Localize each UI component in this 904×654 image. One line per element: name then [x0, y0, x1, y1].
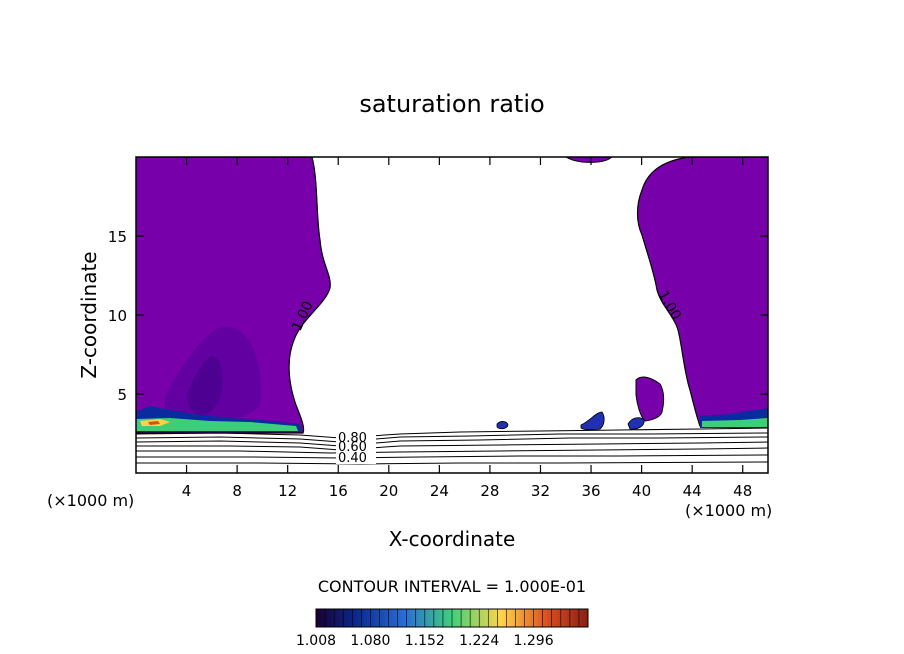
contour-line: [136, 454, 768, 459]
x-tick-label: 8: [232, 482, 242, 500]
contour-line: [136, 461, 768, 465]
small-cloud-40: [635, 376, 665, 422]
y-tick-label: 5: [117, 386, 127, 404]
colorbar-tick-label: 1.152: [405, 633, 445, 649]
x-unit-left: (×1000 m): [47, 491, 134, 510]
right-saturated-region: [636, 157, 768, 427]
colorbar-tick-label: 1.008: [296, 633, 336, 649]
y-tick-label: 15: [108, 228, 127, 246]
contour-line: [136, 436, 768, 447]
contour-line: [136, 432, 768, 443]
x-tick-label: 4: [182, 482, 192, 500]
x-tick-label: 28: [480, 482, 499, 500]
x-tick-label: 48: [733, 482, 752, 500]
contour-label-0-60: 0.60: [338, 440, 367, 455]
x-tick-label: 12: [278, 482, 297, 500]
x-unit-right: (×1000 m): [685, 501, 772, 520]
contour-line: [136, 447, 768, 454]
x-tick-label: 24: [430, 482, 449, 500]
small-blob-36: [580, 411, 605, 431]
contour-label-0-80: 0.80: [338, 431, 367, 446]
contour-line: [136, 427, 768, 439]
colorbar-ticks: 1.008 1.080 1.152 1.224 1.296: [296, 609, 580, 649]
x-tick-label: 32: [531, 482, 550, 500]
chart-title: saturation ratio: [359, 90, 544, 118]
low-level-band-right-green: [702, 418, 768, 427]
y-axis-label: Z-coordinate: [77, 251, 101, 378]
x-tick-label: 16: [329, 482, 348, 500]
low-level-band-left-green: [136, 418, 298, 431]
small-blob-28: [496, 421, 509, 430]
contour-line: [136, 441, 768, 451]
contour-label-bg: [336, 431, 376, 464]
x-tick-label: 36: [581, 482, 600, 500]
filled-contours: [136, 157, 768, 434]
y-axis-ticks: 5 10 15: [108, 228, 768, 404]
colorbar-tick-label: 1.296: [514, 633, 554, 649]
inner-darkest-region: [187, 356, 223, 416]
colorbar-tick-label: 1.224: [459, 633, 499, 649]
contour-interval-text: CONTOUR INTERVAL = 1.000E-01: [318, 577, 586, 596]
x-tick-label: 20: [379, 482, 398, 500]
top-cell-region: [565, 157, 613, 163]
x-axis-ticks: 4 8 12 16 20 24 28 32 36 40 44 48: [182, 157, 752, 500]
x-tick-label: 44: [683, 482, 702, 500]
contour-lines: [136, 427, 768, 465]
contour-label-0-40: 0.40: [338, 451, 367, 466]
colorbar-tick-label: 1.080: [350, 633, 390, 649]
low-level-band-left-red: [148, 421, 160, 425]
y-tick-label: 10: [108, 307, 127, 325]
x-tick-label: 40: [632, 482, 651, 500]
small-blob-39: [627, 417, 645, 430]
x-axis-label: X-coordinate: [389, 527, 516, 551]
